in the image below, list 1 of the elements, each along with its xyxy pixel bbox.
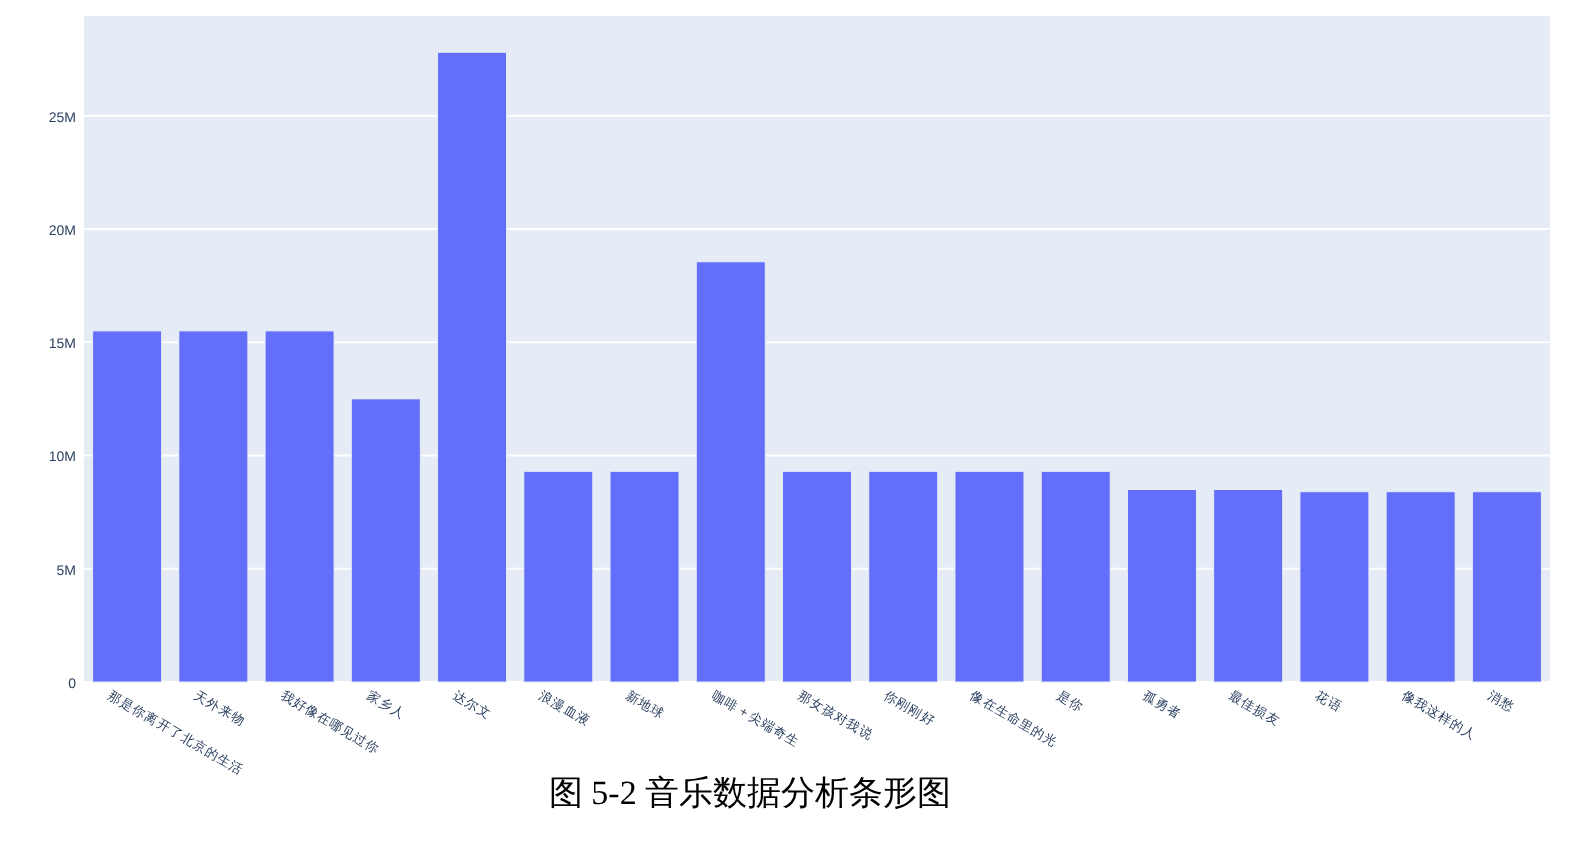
caption: 图 5-2 音乐数据分析条形图 [548,774,952,812]
